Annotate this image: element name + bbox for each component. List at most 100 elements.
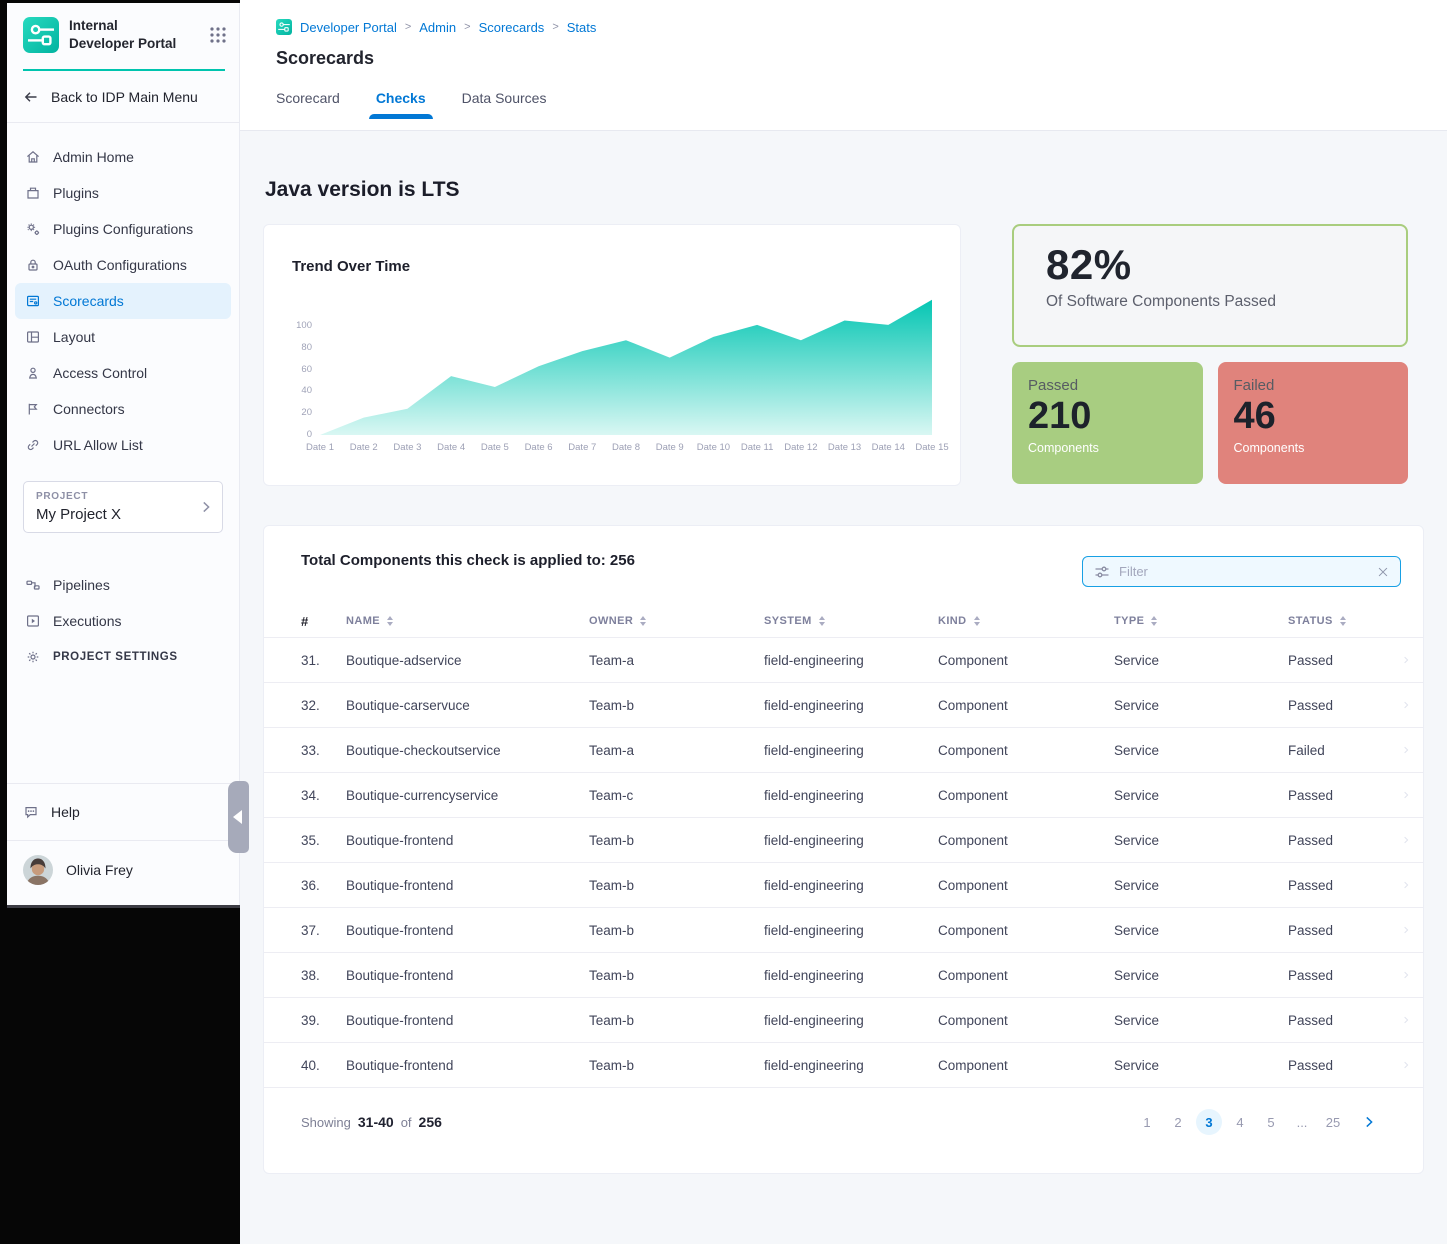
passed-label: Passed bbox=[1028, 377, 1187, 394]
sort-icon[interactable] bbox=[387, 616, 393, 626]
sidebar-item-scorecards[interactable]: Scorecards bbox=[15, 283, 231, 319]
cell-system: field-engineering bbox=[764, 1013, 938, 1028]
cell-name: Boutique-frontend bbox=[346, 923, 589, 938]
cell-kind: Component bbox=[938, 788, 1114, 803]
cell-system: field-engineering bbox=[764, 653, 938, 668]
cell-name: Boutique-adservice bbox=[346, 653, 589, 668]
page-1[interactable]: 1 bbox=[1134, 1109, 1160, 1135]
chevron-right-icon bbox=[1401, 925, 1411, 935]
table-row[interactable]: 40.Boutique-frontendTeam-bfield-engineer… bbox=[264, 1042, 1423, 1087]
pagination-pages: 12345...25 bbox=[1134, 1109, 1383, 1135]
table-row[interactable]: 31.Boutique-adserviceTeam-afield-enginee… bbox=[264, 637, 1423, 682]
tab-data-sources[interactable]: Data Sources bbox=[462, 90, 547, 119]
page-4[interactable]: 4 bbox=[1227, 1109, 1253, 1135]
sort-icon[interactable] bbox=[1340, 616, 1346, 626]
cell-system: field-engineering bbox=[764, 788, 938, 803]
sort-icon[interactable] bbox=[819, 616, 825, 626]
cell-type: Service bbox=[1114, 878, 1288, 893]
sidebar-nav: Admin Home Plugins Plugins Configurations O… bbox=[7, 123, 239, 463]
table-row[interactable]: 32.Boutique-carservuceTeam-bfield-engine… bbox=[264, 682, 1423, 727]
sidebar-item-project-settings[interactable]: PROJECT SETTINGS bbox=[15, 639, 231, 675]
cell-type: Service bbox=[1114, 833, 1288, 848]
table-row[interactable]: 36.Boutique-frontendTeam-bfield-engineer… bbox=[264, 862, 1423, 907]
top-row: Trend Over Time 020406080100 Date 1Date … bbox=[263, 224, 1424, 486]
back-to-main-menu[interactable]: Back to IDP Main Menu bbox=[7, 71, 239, 123]
failed-card: Failed 46 Components bbox=[1218, 362, 1409, 484]
sort-icon[interactable] bbox=[1151, 616, 1157, 626]
column-header-status[interactable]: STATUS bbox=[1288, 615, 1423, 627]
cell-system: field-engineering bbox=[764, 698, 938, 713]
sidebar-collapse-handle[interactable] bbox=[228, 781, 249, 853]
sort-icon[interactable] bbox=[974, 616, 980, 626]
sidebar-item-label: Plugins Configurations bbox=[53, 221, 193, 237]
sidebar-item-layout[interactable]: Layout bbox=[15, 319, 231, 355]
column-header-owner[interactable]: OWNER bbox=[589, 615, 764, 627]
scorecards-icon bbox=[25, 293, 41, 309]
failed-count: 46 bbox=[1234, 396, 1393, 438]
sidebar-item-label: Admin Home bbox=[53, 149, 134, 165]
app-launcher-icon[interactable] bbox=[209, 26, 227, 44]
y-tick-label: 60 bbox=[301, 364, 312, 375]
breadcrumb-developer-portal[interactable]: Developer Portal bbox=[300, 20, 397, 35]
cell-system: field-engineering bbox=[764, 878, 938, 893]
page-ellipsis: ... bbox=[1289, 1109, 1315, 1135]
sidebar-item-url-allow-list[interactable]: URL Allow List bbox=[15, 427, 231, 463]
table-row[interactable]: 35.Boutique-frontendTeam-bfield-engineer… bbox=[264, 817, 1423, 862]
page-3[interactable]: 3 bbox=[1196, 1109, 1222, 1135]
cell-owner: Team-b bbox=[589, 968, 764, 983]
column-header-system[interactable]: SYSTEM bbox=[764, 615, 938, 627]
sidebar-item-plugins[interactable]: Plugins bbox=[15, 175, 231, 211]
column-header-: # bbox=[301, 614, 346, 629]
tab-scorecard[interactable]: Scorecard bbox=[276, 90, 340, 119]
breadcrumb-stats[interactable]: Stats bbox=[567, 20, 597, 35]
page-5[interactable]: 5 bbox=[1258, 1109, 1284, 1135]
sidebar-item-admin-home[interactable]: Admin Home bbox=[15, 139, 231, 175]
x-tick-label: Date 11 bbox=[741, 442, 774, 453]
sidebar-item-connectors[interactable]: Connectors bbox=[15, 391, 231, 427]
trend-chart-card: Trend Over Time 020406080100 Date 1Date … bbox=[263, 224, 961, 486]
cell-num: 36. bbox=[301, 878, 346, 893]
cell-owner: Team-b bbox=[589, 1058, 764, 1073]
cell-system: field-engineering bbox=[764, 743, 938, 758]
next-page-button[interactable] bbox=[1361, 1111, 1383, 1133]
help-button[interactable]: Help bbox=[7, 783, 239, 840]
column-header-kind[interactable]: KIND bbox=[938, 615, 1114, 627]
sidebar-item-oauth-configurations[interactable]: OAuth Configurations bbox=[15, 247, 231, 283]
sort-icon[interactable] bbox=[640, 616, 646, 626]
x-tick-label: Date 12 bbox=[784, 442, 817, 453]
x-tick-label: Date 14 bbox=[872, 442, 905, 453]
cell-num: 32. bbox=[301, 698, 346, 713]
avatar bbox=[23, 855, 53, 885]
filter-input[interactable] bbox=[1119, 564, 1368, 579]
close-icon[interactable] bbox=[1376, 565, 1390, 579]
cell-system: field-engineering bbox=[764, 923, 938, 938]
table-row[interactable]: 34.Boutique-currencyserviceTeam-cfield-e… bbox=[264, 772, 1423, 817]
cell-num: 40. bbox=[301, 1058, 346, 1073]
left-column: Internal Developer Portal Back to IDP Ma… bbox=[0, 0, 240, 1244]
stats-row: Passed 210 Components Failed 46 Componen… bbox=[1012, 362, 1408, 484]
breadcrumb-admin[interactable]: Admin bbox=[419, 20, 456, 35]
table-row[interactable]: 37.Boutique-frontendTeam-bfield-engineer… bbox=[264, 907, 1423, 952]
tab-checks[interactable]: Checks bbox=[376, 90, 426, 119]
sidebar-item-executions[interactable]: Executions bbox=[15, 603, 231, 639]
passed-unit: Components bbox=[1028, 441, 1187, 455]
sidebar-item-plugins-configurations[interactable]: Plugins Configurations bbox=[15, 211, 231, 247]
x-tick-label: Date 1 bbox=[306, 442, 334, 453]
user-menu[interactable]: Olivia Frey bbox=[7, 840, 239, 905]
project-name: My Project X bbox=[36, 506, 210, 523]
table-row[interactable]: 39.Boutique-frontendTeam-bfield-engineer… bbox=[264, 997, 1423, 1042]
tab-bar: Scorecard Checks Data Sources bbox=[276, 90, 1447, 119]
page-2[interactable]: 2 bbox=[1165, 1109, 1191, 1135]
table-row[interactable]: 33.Boutique-checkoutserviceTeam-afield-e… bbox=[264, 727, 1423, 772]
cell-kind: Component bbox=[938, 698, 1114, 713]
table-row[interactable]: 38.Boutique-frontendTeam-bfield-engineer… bbox=[264, 952, 1423, 997]
pagination-summary: Showing 31-40 of 256 bbox=[301, 1114, 442, 1130]
sidebar-item-access-control[interactable]: Access Control bbox=[15, 355, 231, 391]
project-selector[interactable]: PROJECT My Project X bbox=[23, 481, 223, 533]
page-25[interactable]: 25 bbox=[1320, 1109, 1346, 1135]
chevron-right-icon bbox=[1401, 880, 1411, 890]
column-header-name[interactable]: NAME bbox=[346, 615, 589, 627]
sidebar-item-pipelines[interactable]: Pipelines bbox=[15, 567, 231, 603]
breadcrumb-scorecards[interactable]: Scorecards bbox=[479, 20, 545, 35]
column-header-type[interactable]: TYPE bbox=[1114, 615, 1288, 627]
